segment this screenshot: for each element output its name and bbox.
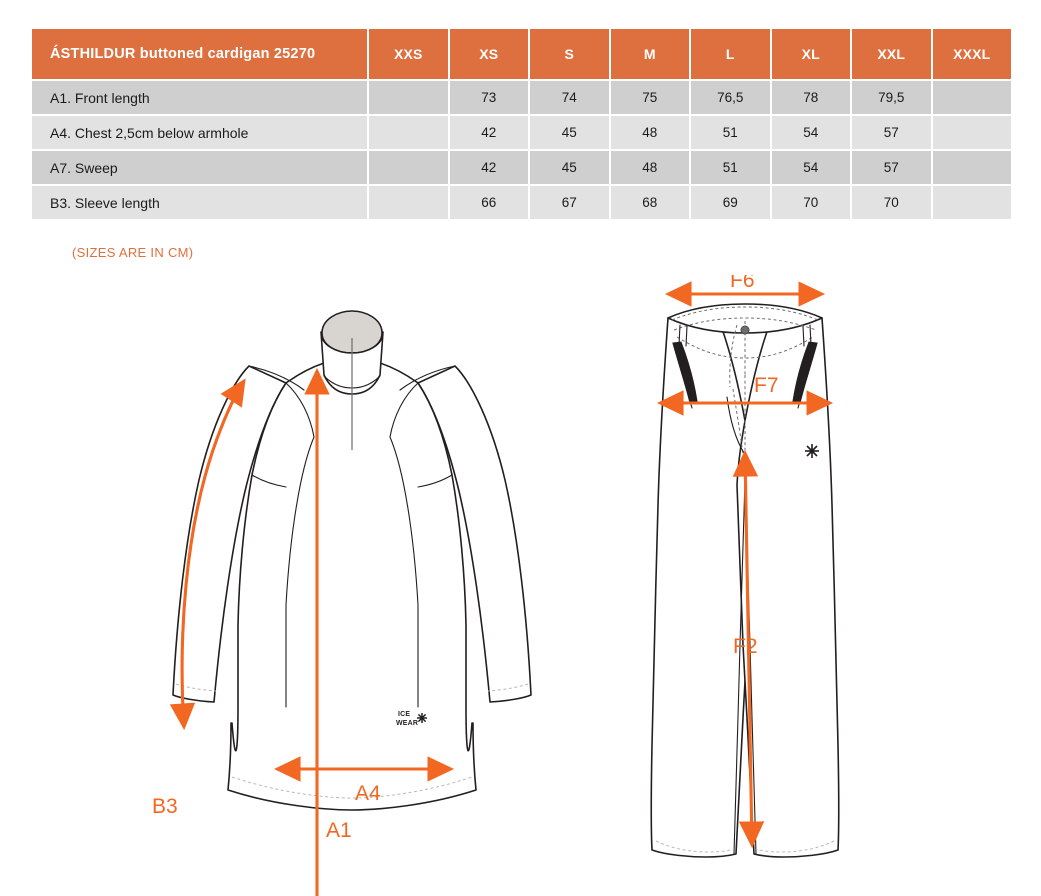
measure-value	[369, 186, 448, 219]
header-row: ÁSTHILDUR buttoned cardigan 25270 XXS XS…	[32, 29, 1011, 79]
measure-value	[932, 81, 1011, 114]
units-note: (SIZES ARE IN CM)	[72, 245, 194, 260]
measure-value: 66	[449, 186, 528, 219]
label-f6: F6	[730, 275, 755, 292]
measure-value	[369, 116, 448, 149]
snowflake-icon	[417, 713, 427, 723]
measure-value: 67	[530, 186, 609, 219]
table-header: ÁSTHILDUR buttoned cardigan 25270 XXS XS…	[32, 29, 1011, 79]
measure-label: A1. Front length	[32, 81, 367, 114]
measure-value: 57	[852, 151, 931, 184]
measure-value: 57	[852, 116, 931, 149]
size-header-xs: XS	[449, 29, 528, 79]
measure-value: 75	[610, 81, 689, 114]
size-header-s: S	[530, 29, 609, 79]
measure-value: 73	[449, 81, 528, 114]
measure-value: 54	[771, 116, 850, 149]
measure-value	[369, 81, 448, 114]
size-header-xxs: XXS	[369, 29, 448, 79]
garment-diagrams: ICE WEAR B3 A4 A1 A7	[0, 275, 1041, 896]
measure-value: 69	[691, 186, 770, 219]
label-a4: A4	[355, 782, 381, 805]
label-b3: B3	[152, 795, 178, 818]
measure-value: 48	[610, 151, 689, 184]
measure-value	[932, 151, 1011, 184]
product-title-cell: ÁSTHILDUR buttoned cardigan 25270	[32, 29, 367, 79]
table-row: A1. Front length 73 74 75 76,5 78 79,5	[32, 81, 1011, 114]
measure-value: 70	[771, 186, 850, 219]
measure-value: 51	[691, 116, 770, 149]
label-a1: A1	[326, 819, 352, 842]
arrow-sleeve-length	[169, 378, 246, 731]
measure-value	[369, 151, 448, 184]
arrow-inseam	[732, 449, 765, 849]
measure-value	[932, 186, 1011, 219]
measure-value: 42	[449, 116, 528, 149]
measure-value	[932, 116, 1011, 149]
measure-label: A7. Sweep	[32, 151, 367, 184]
measure-value: 45	[530, 116, 609, 149]
label-f7: F7	[754, 374, 779, 397]
pants-diagram: F6 F7 F2	[650, 275, 840, 858]
table-row: A7. Sweep 42 45 48 51 54 57	[32, 151, 1011, 184]
label-f2: F2	[733, 635, 758, 658]
measure-value: 42	[449, 151, 528, 184]
size-header-xxl: XXL	[852, 29, 931, 79]
snowflake-icon-pants	[805, 444, 819, 458]
ice-wear-logo: ICE WEAR	[396, 711, 427, 727]
measure-value: 74	[530, 81, 609, 114]
size-header-xl: XL	[771, 29, 850, 79]
measure-value: 79,5	[852, 81, 931, 114]
measure-value: 70	[852, 186, 931, 219]
size-header-l: L	[691, 29, 770, 79]
measure-value: 48	[610, 116, 689, 149]
measure-value: 78	[771, 81, 850, 114]
measure-label: A4. Chest 2,5cm below armhole	[32, 116, 367, 149]
brand-line-1: ICE	[398, 711, 410, 718]
sweater-diagram: ICE WEAR B3 A4 A1 A7	[152, 310, 532, 896]
table-body: A1. Front length 73 74 75 76,5 78 79,5 A…	[32, 81, 1011, 219]
measure-value: 68	[610, 186, 689, 219]
measure-value: 54	[771, 151, 850, 184]
measure-value: 76,5	[691, 81, 770, 114]
table-row: B3. Sleeve length 66 67 68 69 70 70	[32, 186, 1011, 219]
size-header-m: M	[610, 29, 689, 79]
size-header-xxxl: XXXL	[932, 29, 1011, 79]
measure-value: 51	[691, 151, 770, 184]
table-row: A4. Chest 2,5cm below armhole 42 45 48 5…	[32, 116, 1011, 149]
measure-label: B3. Sleeve length	[32, 186, 367, 219]
brand-line-2: WEAR	[396, 720, 418, 727]
measure-value: 45	[530, 151, 609, 184]
size-chart-table: ÁSTHILDUR buttoned cardigan 25270 XXS XS…	[30, 27, 1013, 221]
